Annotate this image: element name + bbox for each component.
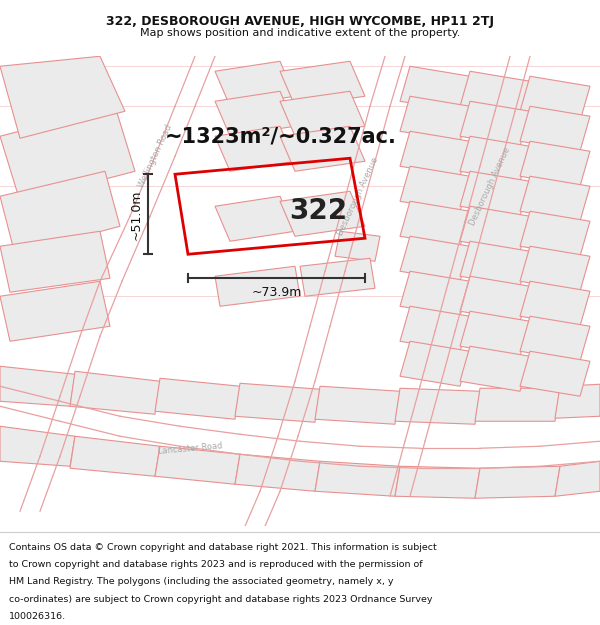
Polygon shape xyxy=(460,241,530,286)
Polygon shape xyxy=(475,388,560,421)
Polygon shape xyxy=(400,306,470,351)
Polygon shape xyxy=(0,56,125,138)
Polygon shape xyxy=(155,378,240,419)
Polygon shape xyxy=(0,366,75,406)
Text: Lancaster Road: Lancaster Road xyxy=(157,441,223,456)
Polygon shape xyxy=(280,91,365,136)
Polygon shape xyxy=(235,383,320,423)
Polygon shape xyxy=(400,341,470,386)
Polygon shape xyxy=(215,126,295,171)
Polygon shape xyxy=(520,176,590,221)
Polygon shape xyxy=(0,171,120,254)
Text: 322, DESBOROUGH AVENUE, HIGH WYCOMBE, HP11 2TJ: 322, DESBOROUGH AVENUE, HIGH WYCOMBE, HP… xyxy=(106,16,494,28)
Text: HM Land Registry. The polygons (including the associated geometry, namely x, y: HM Land Registry. The polygons (includin… xyxy=(9,578,394,586)
Polygon shape xyxy=(460,171,530,216)
Polygon shape xyxy=(520,246,590,291)
Polygon shape xyxy=(215,91,295,136)
Polygon shape xyxy=(70,436,160,476)
Polygon shape xyxy=(300,258,375,296)
Polygon shape xyxy=(215,266,300,306)
Polygon shape xyxy=(400,201,470,246)
Polygon shape xyxy=(520,281,590,326)
Polygon shape xyxy=(70,371,160,414)
Text: ~51.0m: ~51.0m xyxy=(130,189,143,239)
Polygon shape xyxy=(395,466,480,498)
Polygon shape xyxy=(460,136,530,181)
Polygon shape xyxy=(0,106,135,201)
Polygon shape xyxy=(460,346,530,391)
Polygon shape xyxy=(520,141,590,186)
Text: Desborough Avenue: Desborough Avenue xyxy=(468,146,512,227)
Text: ~73.9m: ~73.9m xyxy=(251,286,302,299)
Polygon shape xyxy=(315,386,400,424)
Polygon shape xyxy=(460,276,530,321)
Polygon shape xyxy=(315,461,400,496)
Polygon shape xyxy=(215,61,295,106)
Polygon shape xyxy=(555,384,600,418)
Polygon shape xyxy=(520,211,590,256)
Text: 322: 322 xyxy=(289,198,347,225)
Polygon shape xyxy=(280,61,365,106)
Text: ~1323m²/~0.327ac.: ~1323m²/~0.327ac. xyxy=(165,126,397,146)
Polygon shape xyxy=(520,351,590,396)
Polygon shape xyxy=(155,446,240,484)
Polygon shape xyxy=(0,281,110,341)
Polygon shape xyxy=(400,236,470,281)
Polygon shape xyxy=(400,66,470,111)
Polygon shape xyxy=(215,196,295,241)
Polygon shape xyxy=(280,191,365,236)
Polygon shape xyxy=(280,126,365,171)
Text: Contains OS data © Crown copyright and database right 2021. This information is : Contains OS data © Crown copyright and d… xyxy=(9,542,437,551)
Polygon shape xyxy=(395,388,480,424)
Polygon shape xyxy=(520,76,590,121)
Polygon shape xyxy=(400,131,470,176)
Text: Map shows position and indicative extent of the property.: Map shows position and indicative extent… xyxy=(140,28,460,39)
Text: 100026316.: 100026316. xyxy=(9,612,66,621)
Polygon shape xyxy=(520,316,590,361)
Polygon shape xyxy=(520,106,590,151)
Polygon shape xyxy=(0,231,110,292)
Polygon shape xyxy=(235,454,320,491)
Polygon shape xyxy=(555,461,600,496)
Polygon shape xyxy=(460,101,530,146)
Text: to Crown copyright and database rights 2023 and is reproduced with the permissio: to Crown copyright and database rights 2… xyxy=(9,560,422,569)
Polygon shape xyxy=(400,166,470,211)
Polygon shape xyxy=(400,271,470,316)
Text: co-ordinates) are subject to Crown copyright and database rights 2023 Ordnance S: co-ordinates) are subject to Crown copyr… xyxy=(9,594,433,604)
Polygon shape xyxy=(460,311,530,356)
Polygon shape xyxy=(460,71,530,116)
Polygon shape xyxy=(335,231,380,261)
Polygon shape xyxy=(460,206,530,251)
Text: Desborough Avenue: Desborough Avenue xyxy=(336,156,380,237)
Polygon shape xyxy=(400,96,470,141)
Text: Wellington Road: Wellington Road xyxy=(136,123,173,189)
Polygon shape xyxy=(0,426,75,466)
Polygon shape xyxy=(475,466,560,498)
